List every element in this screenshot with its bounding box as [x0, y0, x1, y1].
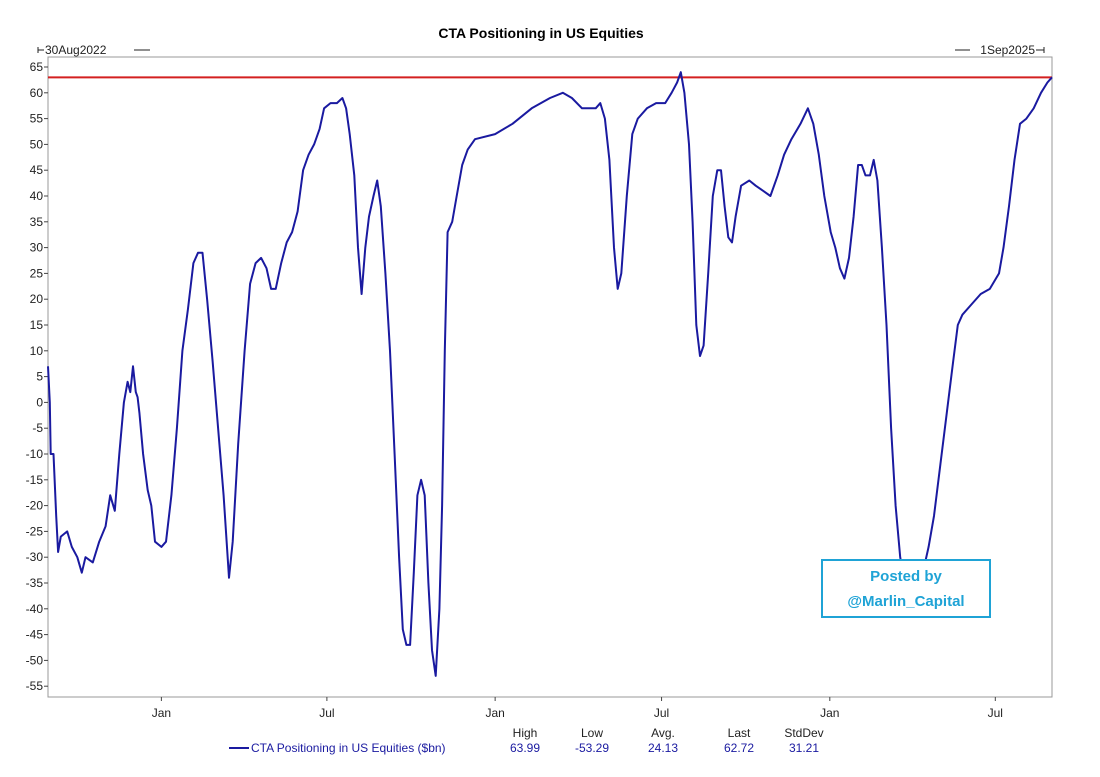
- stat-header: High: [513, 726, 538, 740]
- x-tick-label: Jan: [820, 706, 839, 720]
- stat-value: 62.72: [724, 741, 754, 755]
- stat-header: StdDev: [784, 726, 823, 740]
- stat-header: Last: [728, 726, 751, 740]
- stat-value: 31.21: [789, 741, 819, 755]
- y-tick-label: 35: [30, 215, 44, 229]
- y-tick-label: -30: [26, 550, 44, 564]
- y-tick-label: -10: [26, 447, 44, 461]
- legend-label: CTA Positioning in US Equities ($bn): [251, 741, 446, 755]
- y-tick-label: -5: [32, 421, 43, 435]
- watermark-line2: @Marlin_Capital: [847, 593, 964, 610]
- y-tick-label: 45: [30, 163, 44, 177]
- x-tick-label: Jan: [485, 706, 504, 720]
- y-tick-label: -15: [26, 473, 44, 487]
- watermark: Posted by @Marlin_Capital: [821, 559, 991, 618]
- stat-header: Low: [581, 726, 603, 740]
- x-axis: Jan Jul Jan Jul Jan Jul: [152, 697, 1003, 720]
- y-tick-label: 25: [30, 266, 44, 280]
- y-tick-label: -20: [26, 499, 44, 513]
- y-tick-label: 65: [30, 60, 44, 74]
- legend: CTA Positioning in US Equities ($bn): [229, 741, 446, 755]
- series-line: [47, 71, 1053, 677]
- stat-value: -53.29: [575, 741, 609, 755]
- stat-header: Avg.: [651, 726, 675, 740]
- y-tick-label: 40: [30, 189, 44, 203]
- range-start: 30Aug2022: [37, 43, 150, 57]
- y-tick-label: 50: [30, 137, 44, 151]
- x-tick-label: Jul: [319, 706, 334, 720]
- y-tick-label: 0: [36, 395, 43, 409]
- x-tick-label: Jul: [988, 706, 1003, 720]
- y-tick-label: -40: [26, 602, 44, 616]
- y-tick-label: 10: [30, 344, 44, 358]
- y-tick-label: 60: [30, 86, 44, 100]
- y-tick-label: -45: [26, 628, 44, 642]
- chart-title: CTA Positioning in US Equities: [438, 25, 644, 41]
- y-tick-label: -25: [26, 524, 44, 538]
- y-tick-label: 30: [30, 241, 44, 255]
- y-tick-label: 5: [36, 370, 43, 384]
- y-tick-label: 55: [30, 112, 44, 126]
- stat-value: 24.13: [648, 741, 678, 755]
- range-start-label: 30Aug2022: [45, 43, 107, 57]
- y-tick-label: -35: [26, 576, 44, 590]
- x-tick-label: Jul: [654, 706, 669, 720]
- watermark-line1: Posted by: [870, 568, 942, 585]
- range-end-label: 1Sep2025: [980, 43, 1035, 57]
- y-tick-label: -55: [26, 679, 44, 693]
- y-tick-label: -50: [26, 653, 44, 667]
- x-tick-label: Jan: [152, 706, 171, 720]
- stat-value: 63.99: [510, 741, 540, 755]
- y-tick-label: 20: [30, 292, 44, 306]
- range-end: 1Sep2025: [955, 43, 1045, 57]
- y-axis: 65605550454035302520151050-5-10-15-20-25…: [26, 60, 48, 693]
- y-tick-label: 15: [30, 318, 44, 332]
